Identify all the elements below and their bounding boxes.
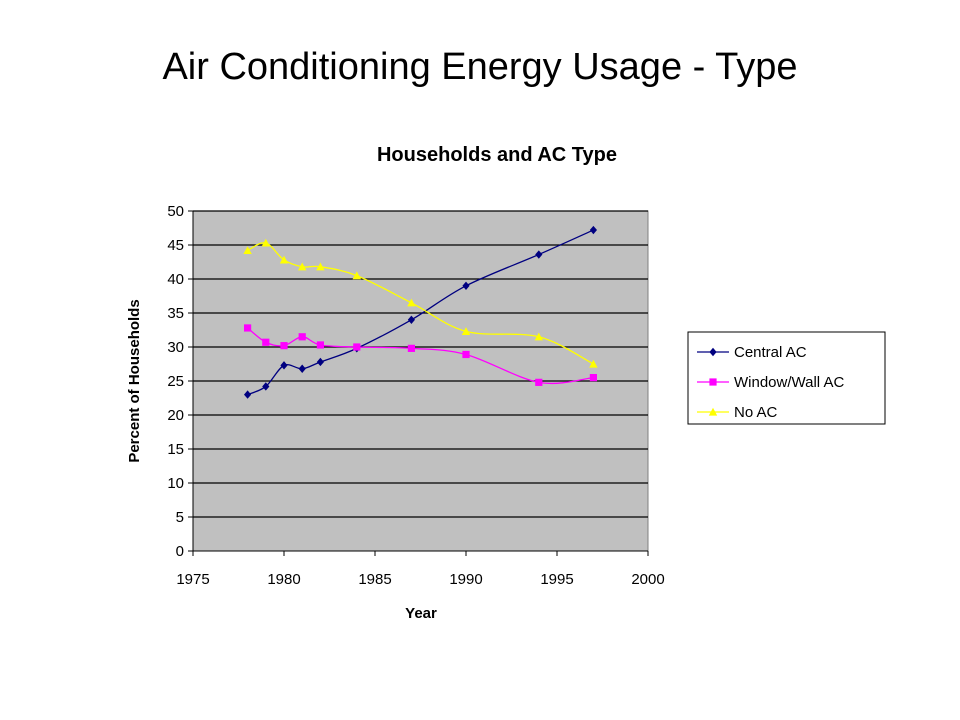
data-point-window-wall-ac: [244, 324, 252, 332]
y-tick-label: 20: [167, 407, 184, 424]
data-point-window-wall-ac: [407, 344, 415, 352]
x-tick-label: 1985: [358, 571, 391, 588]
legend-box: [687, 331, 886, 425]
legend-label-no-ac: No AC: [734, 404, 778, 421]
legend: Central AC Window/Wall AC No AC: [687, 331, 886, 425]
data-point-window-wall-ac: [462, 350, 470, 359]
y-tick-label: 15: [167, 441, 184, 458]
y-tick-label: 50: [167, 203, 184, 220]
series-window-wall-ac: [244, 324, 597, 386]
series-line-central-ac: [247, 229, 594, 396]
data-point-no-ac: [279, 255, 289, 264]
series-no-ac: [243, 238, 598, 368]
slide-title: Air Conditioning Energy Usage - Type: [162, 46, 798, 88]
data-point-window-wall-ac: [589, 374, 597, 382]
gridlines: [193, 210, 648, 518]
legend-marker-central-ac: [709, 347, 717, 357]
legend-marker-window-wall-ac: [709, 378, 717, 386]
data-point-no-ac: [298, 262, 307, 271]
data-point-no-ac: [261, 238, 270, 247]
series-central-ac: [244, 225, 597, 399]
series-line-window-wall-ac: [247, 327, 594, 385]
y-tick-label: 35: [167, 305, 184, 322]
y-tick-label: 5: [176, 509, 184, 526]
data-point-window-wall-ac: [262, 338, 270, 346]
data-point-central-ac: [280, 361, 288, 370]
data-point-no-ac: [534, 332, 543, 341]
y-tick-label: 0: [176, 543, 184, 560]
x-tick-label: 1990: [449, 571, 482, 588]
y-tick-label: 45: [167, 237, 184, 254]
data-point-window-wall-ac: [353, 343, 361, 351]
data-point-window-wall-ac: [280, 342, 288, 350]
axes: [188, 210, 649, 556]
y-tick-label: 25: [167, 373, 184, 390]
legend-label-central-ac: Central AC: [734, 344, 807, 361]
data-point-window-wall-ac: [535, 378, 543, 386]
data-point-no-ac: [589, 359, 598, 368]
data-point-central-ac: [535, 250, 543, 259]
x-tick-label: 1995: [540, 571, 573, 588]
tick-labels: 0 5 10 15 20 25 30 35 40 45 50 1975 1980 1985 1990 1995…: [167, 203, 664, 588]
data-point-window-wall-ac: [298, 333, 306, 341]
data-point-central-ac: [298, 364, 306, 373]
legend-marker-no-ac: [708, 407, 718, 416]
x-tick-label: 1975: [176, 571, 209, 588]
data-point-central-ac: [407, 315, 415, 324]
x-tick-label: 2000: [631, 571, 664, 588]
data-point-no-ac: [461, 327, 471, 335]
data-point-window-wall-ac: [316, 341, 324, 349]
series-layer: [243, 225, 598, 399]
data-point-no-ac: [243, 246, 252, 255]
y-tick-label: 30: [167, 339, 184, 356]
y-tick-label: 10: [167, 475, 184, 492]
series-line-no-ac: [247, 242, 594, 365]
y-tick-label: 40: [167, 271, 184, 288]
legend-label-window-wall-ac: Window/Wall AC: [734, 374, 844, 391]
x-axis-title: Year: [405, 605, 437, 622]
data-point-no-ac: [352, 271, 361, 280]
y-axis-title: Percent of Households: [126, 299, 143, 462]
data-point-no-ac: [316, 262, 325, 271]
data-point-central-ac: [316, 357, 324, 367]
data-point-central-ac: [462, 281, 470, 290]
data-point-central-ac: [244, 390, 252, 399]
data-point-central-ac: [262, 382, 270, 391]
data-point-central-ac: [589, 225, 597, 235]
data-point-no-ac: [407, 298, 416, 307]
x-tick-label: 1980: [267, 571, 300, 588]
chart-title: Households and AC Type: [377, 144, 617, 166]
